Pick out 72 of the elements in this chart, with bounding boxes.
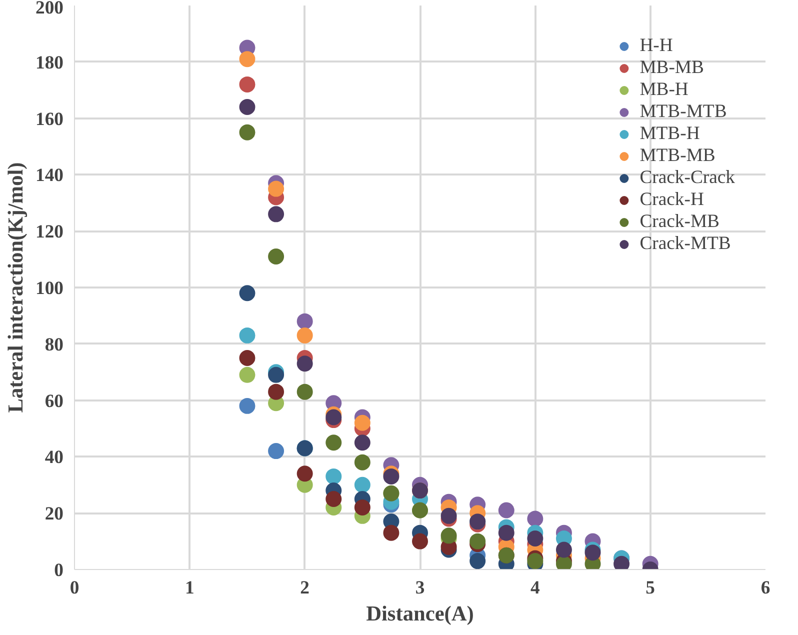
point [354, 499, 370, 516]
point [296, 466, 313, 482]
x-tick-label: 1 [185, 578, 194, 598]
x-axis-title: Distance(A) [366, 602, 474, 626]
point [326, 491, 342, 507]
point [239, 99, 256, 116]
point [440, 528, 457, 544]
point [239, 398, 256, 414]
point [614, 556, 630, 570]
point [239, 124, 256, 140]
y-tick-label: 80 [44, 334, 64, 356]
y-tick-label: 200 [36, 0, 64, 18]
point [326, 434, 342, 451]
point [239, 51, 256, 68]
point [268, 206, 284, 222]
point [354, 414, 370, 431]
point [470, 533, 486, 550]
point [354, 476, 370, 493]
point [268, 248, 284, 264]
point [498, 502, 514, 518]
y-tick-label: 20 [44, 504, 64, 525]
x-tick-label: 3 [415, 578, 425, 598]
legend-label: MTB-MTB [640, 101, 727, 123]
y-tick-label: 100 [36, 278, 64, 299]
point [268, 384, 284, 400]
y-tick-label: 140 [36, 165, 64, 186]
point [296, 327, 313, 344]
point [239, 366, 256, 383]
legend-label: MTB-MB [640, 145, 716, 167]
point [584, 544, 601, 561]
x-tick-label: 4 [530, 578, 540, 598]
point [239, 327, 256, 344]
legend-label: Crack-MTB [640, 233, 731, 255]
y-axis-title: Lateral interaction(Kj/mol) [4, 162, 28, 413]
point [556, 542, 572, 558]
point [527, 510, 544, 527]
y-tick-label: 60 [44, 390, 64, 412]
y-tick-label: 160 [36, 108, 64, 130]
point [239, 350, 256, 366]
point [239, 76, 256, 92]
legend-label: Crack-MB [640, 211, 720, 233]
point [556, 556, 572, 570]
point [440, 508, 457, 524]
y-tick-label: 40 [44, 447, 64, 468]
point [326, 409, 342, 426]
point [412, 533, 428, 550]
y-tick-label: 0 [54, 560, 64, 581]
x-tick-label: 0 [70, 578, 80, 598]
legend-label: Crack-Crack [640, 167, 735, 189]
point [239, 285, 256, 302]
x-tick-label: 5 [646, 578, 655, 598]
legend-label: H-H [640, 35, 673, 57]
point [268, 443, 284, 460]
x-tick-label: 6 [760, 578, 770, 598]
legend-label: Crack-H [640, 189, 704, 211]
point [470, 553, 486, 570]
point [296, 313, 313, 330]
legend-label: MB-MB [640, 57, 704, 79]
point [354, 454, 370, 470]
legend-label: MB-H [640, 79, 688, 101]
point [326, 468, 342, 484]
point [296, 384, 313, 400]
legend-label: MTB-H [640, 123, 700, 145]
y-tick-label: 180 [36, 52, 64, 74]
point [383, 524, 400, 541]
point [296, 356, 313, 372]
point [527, 530, 544, 546]
x-tick-label: 2 [300, 578, 310, 598]
y-tick-label: 120 [36, 222, 64, 243]
point [268, 180, 284, 197]
point [354, 434, 370, 451]
point [498, 524, 514, 541]
